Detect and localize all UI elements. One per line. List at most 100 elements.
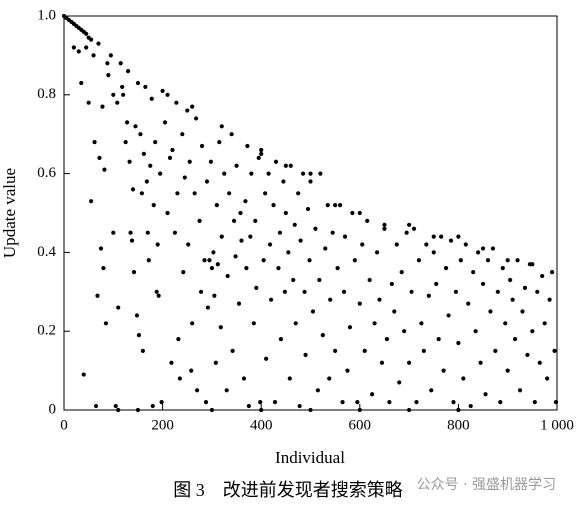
figure-caption: 图 3 改进前发现者搜索策略 [173, 480, 403, 500]
point [174, 100, 179, 105]
point [297, 403, 302, 409]
point [105, 61, 110, 66]
point [357, 407, 362, 413]
point [439, 234, 444, 239]
point [488, 309, 493, 314]
point [125, 69, 131, 74]
point [120, 84, 125, 90]
point [480, 281, 486, 287]
point [337, 203, 343, 208]
point [89, 37, 94, 42]
point [128, 230, 133, 235]
point [508, 277, 513, 283]
point [180, 132, 185, 137]
point [208, 159, 214, 164]
point [199, 143, 205, 149]
point [205, 305, 211, 310]
point [141, 151, 146, 156]
point [195, 388, 200, 393]
point [549, 270, 555, 275]
point [236, 301, 242, 306]
point [535, 289, 540, 294]
point [192, 191, 197, 196]
point [111, 92, 116, 97]
point [404, 230, 409, 235]
point [441, 368, 446, 373]
point [503, 321, 508, 326]
point [253, 218, 258, 223]
point [330, 230, 335, 235]
point [384, 336, 390, 342]
point [197, 218, 202, 223]
point [261, 258, 266, 263]
point [245, 143, 250, 149]
point [530, 329, 535, 334]
point [133, 124, 138, 129]
point [186, 242, 191, 247]
point [136, 333, 142, 338]
point [471, 270, 476, 275]
point [156, 293, 161, 298]
point [234, 163, 239, 168]
point [149, 96, 154, 101]
point [360, 242, 365, 247]
point [325, 203, 330, 208]
point [357, 210, 362, 216]
y-tick-label: 0.4 [37, 244, 56, 260]
point [342, 234, 348, 239]
point [264, 356, 269, 361]
point [224, 388, 229, 393]
point [288, 163, 293, 168]
point [259, 151, 264, 156]
point [451, 400, 456, 405]
point [140, 348, 145, 353]
point [411, 226, 417, 231]
point [367, 277, 372, 283]
point [162, 120, 168, 125]
point [537, 360, 542, 365]
point [271, 203, 276, 208]
point [456, 407, 461, 413]
point [283, 210, 288, 216]
point [341, 289, 347, 294]
point [436, 336, 441, 342]
point [443, 266, 449, 271]
point [92, 139, 97, 145]
point [456, 340, 461, 346]
point [287, 376, 292, 381]
point [510, 297, 515, 302]
point [111, 230, 116, 235]
point [202, 258, 207, 263]
point [283, 163, 288, 168]
point [532, 400, 537, 405]
point [209, 407, 214, 413]
point [397, 380, 402, 385]
point [282, 289, 287, 294]
point [116, 407, 121, 413]
point [505, 258, 510, 263]
point [273, 159, 279, 164]
point [169, 360, 174, 365]
point [308, 179, 313, 184]
point [150, 403, 155, 409]
point [327, 376, 332, 381]
point [165, 92, 170, 97]
point [145, 230, 150, 235]
point [416, 258, 422, 263]
point [190, 321, 195, 326]
point [392, 309, 397, 314]
point [323, 246, 328, 251]
point [308, 407, 313, 413]
point [181, 270, 186, 275]
point [308, 171, 313, 176]
point [239, 238, 244, 243]
point [480, 246, 486, 251]
point [259, 147, 264, 153]
point [139, 191, 144, 196]
point [547, 297, 552, 302]
point [268, 297, 274, 302]
point [135, 80, 141, 86]
point [277, 230, 283, 235]
point [212, 293, 217, 298]
